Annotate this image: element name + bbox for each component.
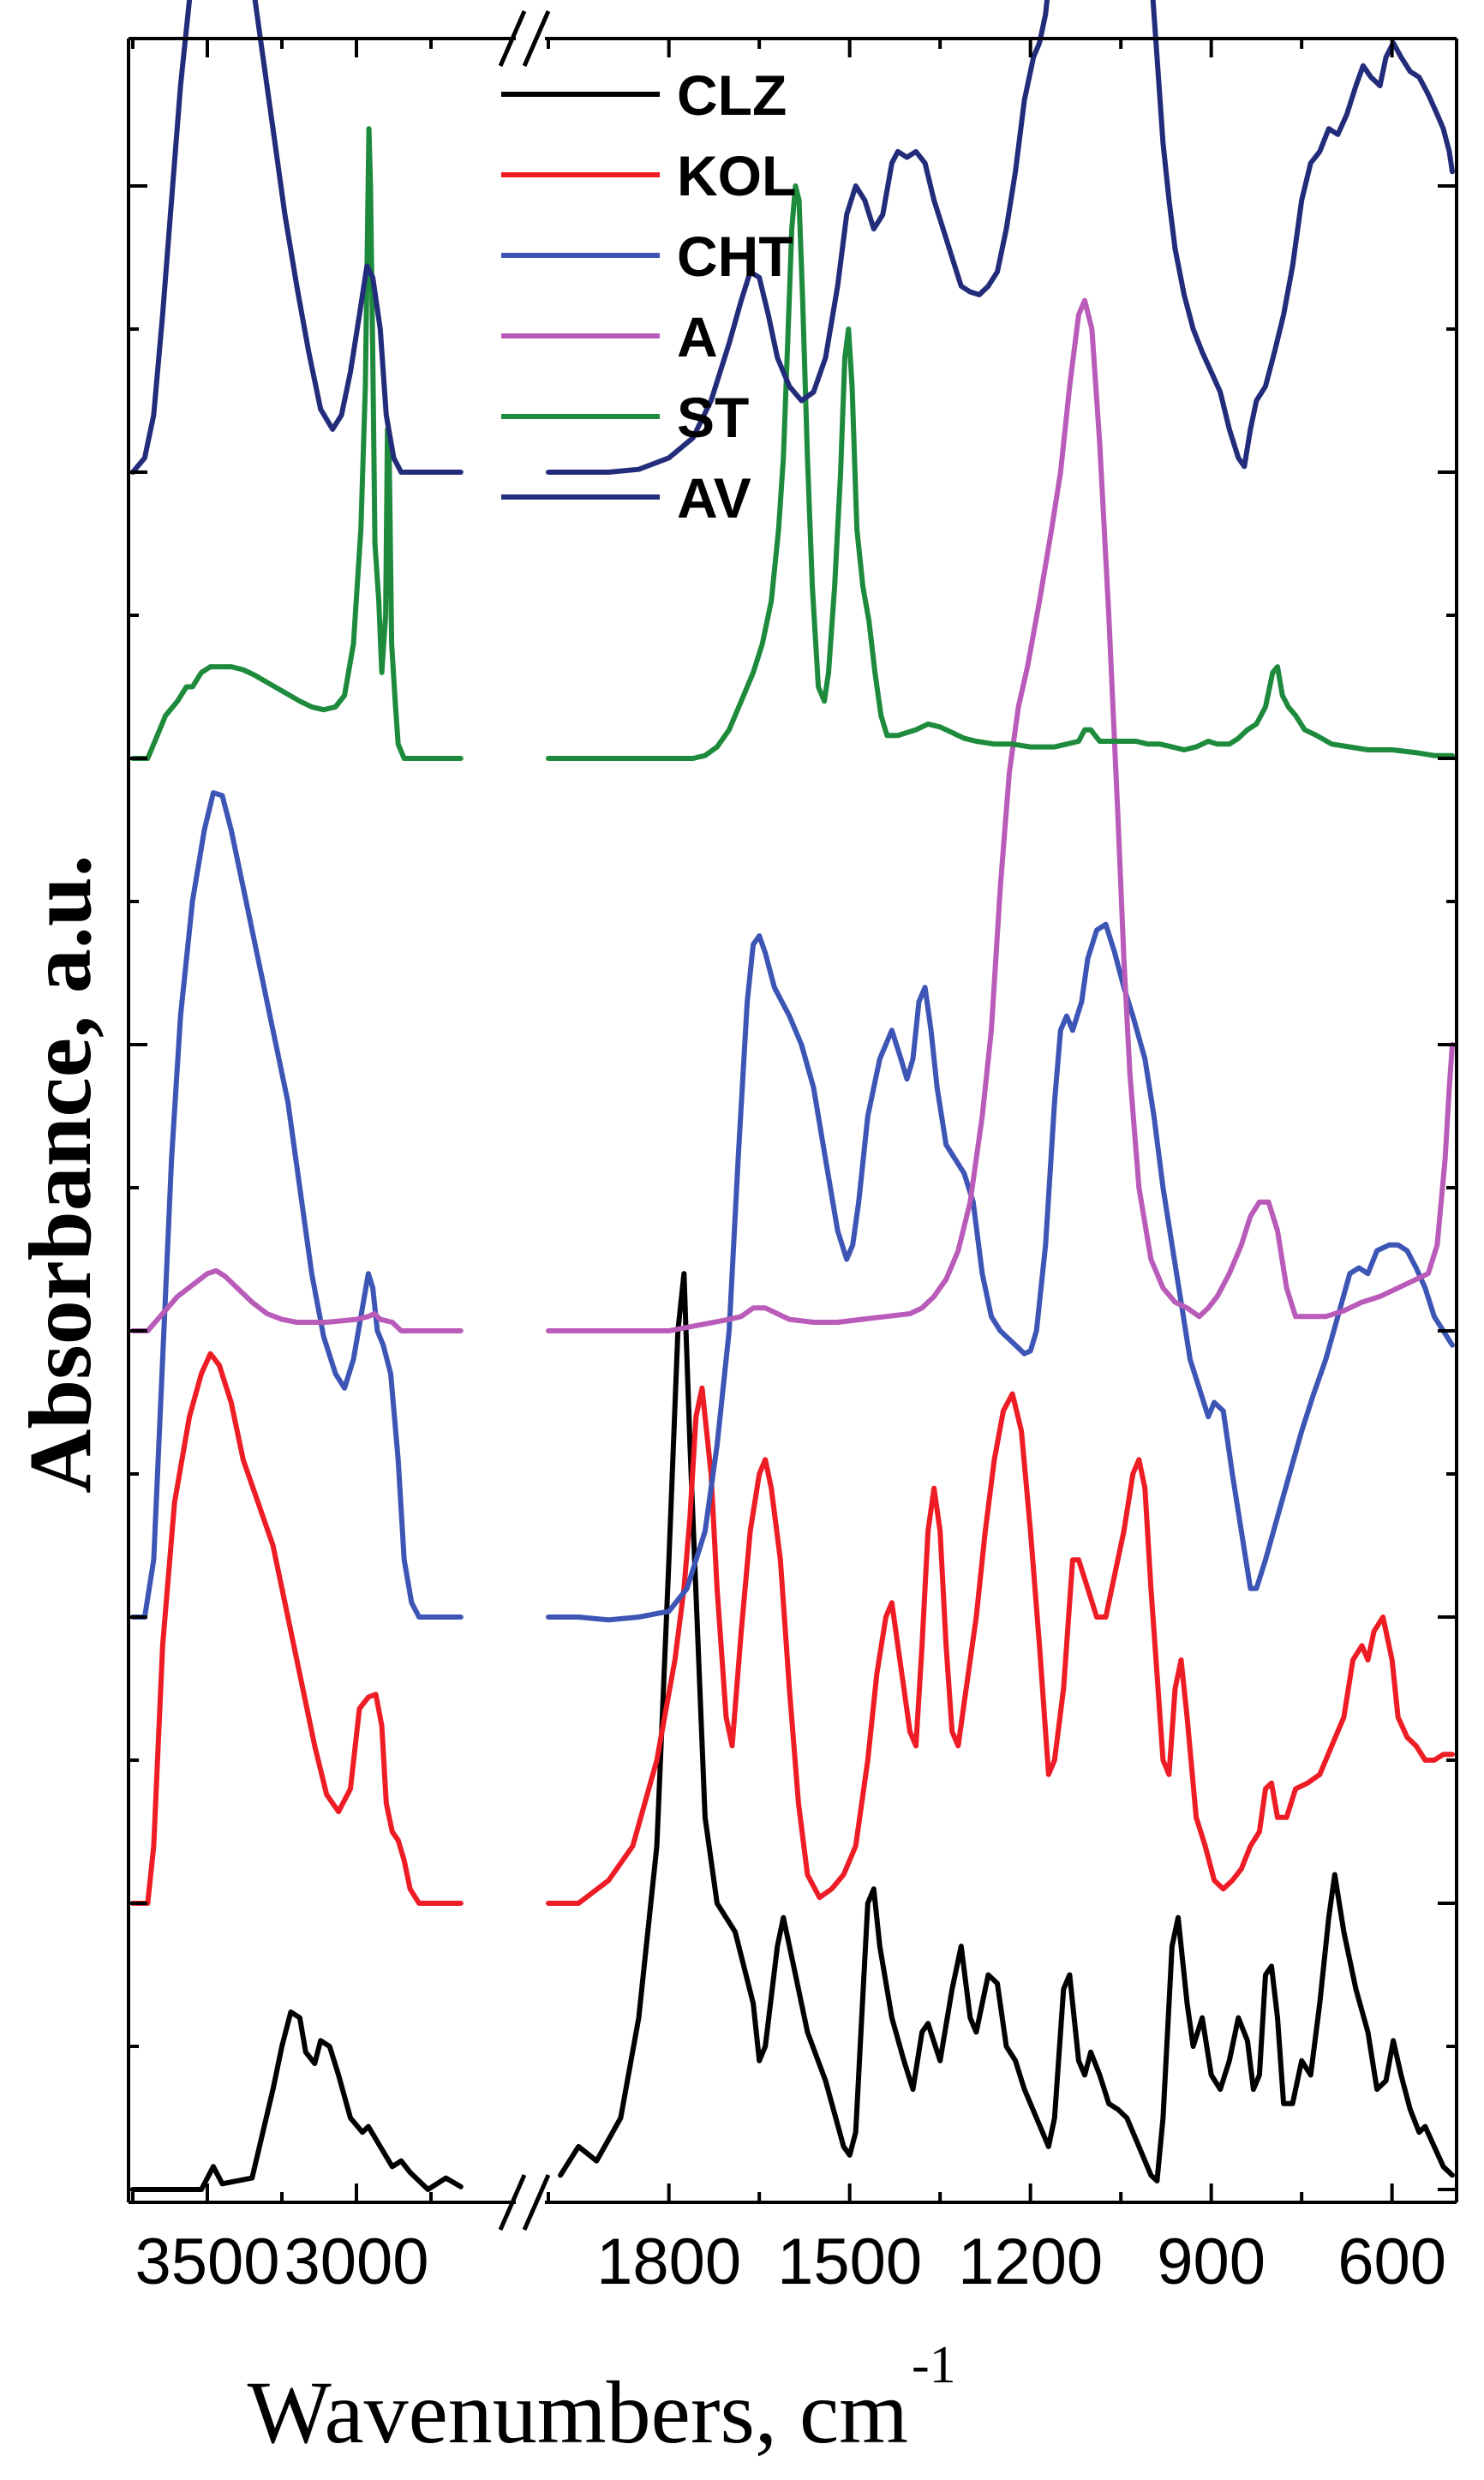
- x-axis-label: Wavenumbers, cm: [248, 2363, 908, 2462]
- legend-label-st: ST: [677, 386, 749, 449]
- axis-break-mark-bottom-2: [522, 2173, 551, 2231]
- series-line-av-right: [546, 0, 1455, 475]
- legend-label-a: A: [677, 305, 718, 368]
- series-line-clz-right: [558, 1271, 1455, 2183]
- tick-marks: [129, 39, 1457, 2202]
- series-line-st-right: [546, 183, 1455, 761]
- x-tick-label-600: 600: [1337, 2225, 1446, 2298]
- x-tick-label-3000: 3000: [284, 2225, 428, 2298]
- axis-break-mark-top-1: [498, 9, 527, 68]
- legend-label-clz: CLZ: [677, 63, 787, 127]
- series-line-st-left: [130, 126, 464, 761]
- series-line-av-left: [130, 0, 464, 475]
- series-line-cht-right: [546, 921, 1455, 1623]
- series-line-kol-left: [130, 1351, 464, 1906]
- series-line-clz-left: [130, 2009, 464, 2192]
- y-axis-label: Absorbance, a.u.: [11, 854, 110, 1493]
- series-line-cht-left: [130, 790, 464, 1620]
- series-layer: [130, 0, 1455, 2192]
- series-line-kol-right: [546, 1385, 1455, 1906]
- legend-label-cht: CHT: [677, 225, 793, 288]
- x-tick-label-1200: 1200: [958, 2225, 1103, 2298]
- x-tick-label-1800: 1800: [596, 2225, 741, 2298]
- x-tick-labels: 3500 3000 1800 1500 1200 900 600: [135, 2225, 1446, 2298]
- x-tick-label-1500: 1500: [777, 2225, 922, 2298]
- legend-label-kol: KOL: [677, 144, 796, 207]
- plot-frame: [127, 9, 1458, 2231]
- series-line-a-right: [546, 297, 1455, 1333]
- series-line-a-left: [130, 1267, 464, 1333]
- legend-label-av: AV: [677, 466, 751, 530]
- axis-break-mark-bottom-1: [498, 2173, 527, 2231]
- legend: CLZ KOL CHT A ST AV: [501, 63, 796, 530]
- x-axis-label-superscript: -1: [912, 2336, 956, 2394]
- axis-break-mark-top-2: [522, 9, 551, 68]
- x-tick-label-3500: 3500: [135, 2225, 279, 2298]
- x-tick-label-900: 900: [1157, 2225, 1266, 2298]
